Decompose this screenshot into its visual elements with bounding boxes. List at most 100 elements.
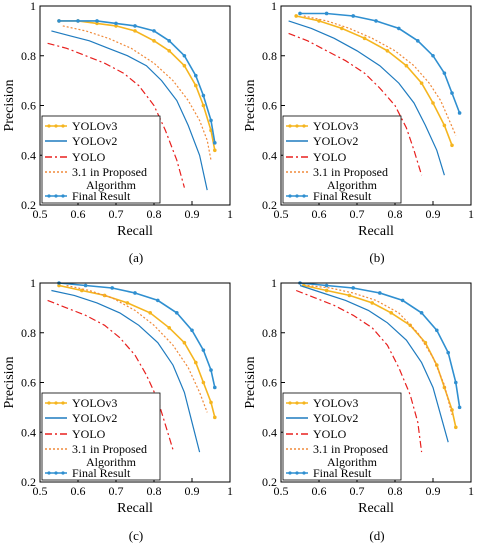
x-tick-label: 0.9 <box>426 207 441 221</box>
legend-label: YOLO <box>313 150 347 164</box>
series-1 <box>299 284 449 443</box>
data-point <box>110 286 114 290</box>
series-line <box>51 30 208 191</box>
data-point <box>442 71 447 75</box>
series-line <box>59 20 216 151</box>
series-3 <box>66 284 208 413</box>
legend-marker <box>302 124 306 128</box>
y-tick-label: 0.4 <box>21 148 36 162</box>
series-2 <box>47 299 174 450</box>
legend-marker <box>61 194 65 198</box>
legend-marker <box>54 401 58 405</box>
y-tick-label: 1 <box>30 276 36 290</box>
series-0 <box>57 19 217 153</box>
x-tick-label: 0.9 <box>185 207 200 221</box>
legend-marker <box>61 471 65 475</box>
legend-marker <box>54 124 58 128</box>
y-tick-label: 0.6 <box>262 376 277 390</box>
data-point <box>450 91 454 95</box>
x-axis-label: Recall <box>117 224 153 239</box>
data-point <box>152 39 156 43</box>
data-point <box>133 291 137 295</box>
data-point <box>57 283 61 288</box>
data-point <box>213 141 217 145</box>
x-tick-label: 0.5 <box>274 484 289 498</box>
subfigure-label: (d) <box>369 528 384 543</box>
legend-marker <box>54 471 58 475</box>
data-point <box>457 405 462 410</box>
data-point <box>374 19 378 23</box>
data-point <box>213 148 217 153</box>
data-point <box>167 39 171 43</box>
data-point <box>167 48 171 53</box>
y-tick-label: 0.2 <box>21 198 36 212</box>
legend-marker <box>288 124 292 128</box>
x-tick-label: 0.6 <box>71 207 86 221</box>
data-point <box>57 19 61 23</box>
legend-label: YOLOv3 <box>72 396 117 410</box>
data-point <box>324 283 329 288</box>
legend-marker <box>302 471 306 475</box>
legend-label: Algorithm <box>327 455 378 469</box>
x-tick-label: 0.8 <box>388 207 403 221</box>
legend-label: 3.1 in Proposed <box>313 165 388 179</box>
x-tick-label: 0.9 <box>426 484 441 498</box>
x-tick-label: 1 <box>468 484 474 498</box>
series-line <box>299 284 449 443</box>
series-0 <box>57 283 217 420</box>
x-axis-label: Recall <box>358 224 394 239</box>
x-tick-label: 0.8 <box>147 484 162 498</box>
series-line <box>47 299 174 450</box>
legend-marker <box>295 401 299 405</box>
legend-label: YOLOv2 <box>313 411 358 425</box>
y-tick-label: 0.6 <box>262 99 277 113</box>
data-point <box>442 123 447 128</box>
data-point <box>457 111 462 115</box>
x-tick-label: 0.5 <box>33 207 48 221</box>
legend-label: Final Result <box>72 189 131 203</box>
legend-marker <box>295 124 299 128</box>
y-tick-label: 0.6 <box>21 376 36 390</box>
x-tick-label: 0.7 <box>109 207 124 221</box>
series-0 <box>294 14 454 148</box>
x-tick-label: 0.5 <box>274 207 289 221</box>
series-3 <box>62 25 212 161</box>
x-tick-label: 0.7 <box>109 484 124 498</box>
data-point <box>419 311 424 315</box>
data-point <box>362 36 367 41</box>
x-tick-label: 1 <box>227 484 233 498</box>
data-point <box>404 63 409 68</box>
data-point <box>397 26 401 31</box>
data-point <box>454 380 458 385</box>
data-point <box>294 14 299 18</box>
data-point <box>454 425 458 430</box>
y-tick-label: 0.4 <box>262 148 277 162</box>
legend-marker <box>288 194 292 198</box>
legend-label: 3.1 in Proposed <box>72 442 147 456</box>
x-tick-label: 0.6 <box>312 484 327 498</box>
data-point <box>76 19 80 23</box>
subfigure-label: (c) <box>129 528 143 543</box>
x-tick-label: 0.5 <box>33 484 48 498</box>
y-tick-label: 0.4 <box>262 425 277 439</box>
legend-marker <box>295 194 299 198</box>
legend-label: YOLOv3 <box>313 119 358 133</box>
legend-marker <box>61 401 65 405</box>
series-line <box>288 20 445 176</box>
series-line <box>66 284 208 413</box>
legend-label: Algorithm <box>86 455 137 469</box>
x-tick-label: 0.8 <box>388 484 403 498</box>
data-point <box>148 311 152 315</box>
legend-marker <box>47 471 51 475</box>
legend-label: YOLO <box>72 427 106 441</box>
series-4 <box>298 281 462 410</box>
data-point <box>442 385 447 390</box>
legend-marker <box>47 401 51 405</box>
x-tick-label: 0.6 <box>71 484 86 498</box>
series-1 <box>51 30 208 191</box>
